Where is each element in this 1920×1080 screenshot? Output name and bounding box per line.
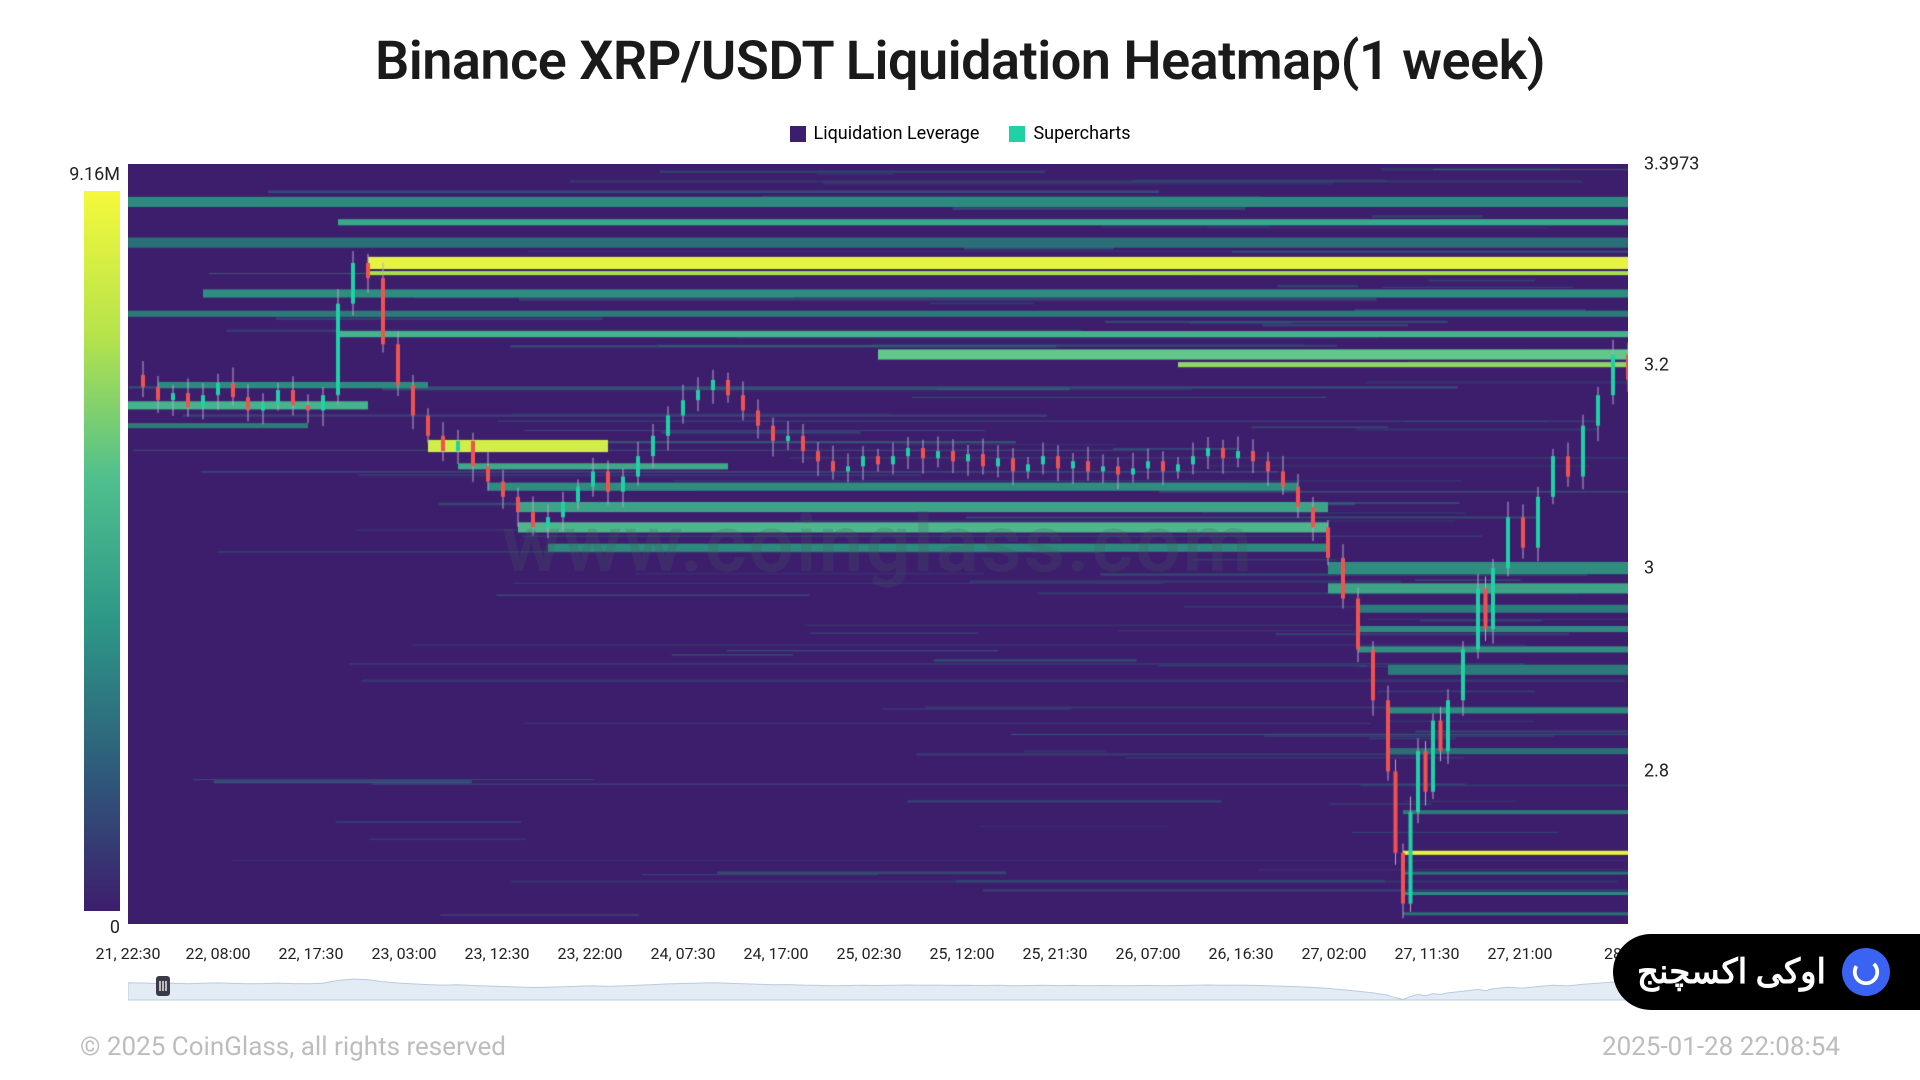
x-tick-label: 23, 03:00 xyxy=(372,944,437,963)
legend-swatch xyxy=(1009,126,1025,142)
range-scrubber[interactable] xyxy=(128,972,1628,1002)
x-tick-label: 25, 12:00 xyxy=(930,944,995,963)
y-tick-label: 3 xyxy=(1644,558,1654,579)
legend-item[interactable]: Liquidation Leverage xyxy=(790,123,980,144)
brand-pill[interactable]: اوکی اکسچنج xyxy=(1613,934,1920,1010)
y-tick-label: 3.2 xyxy=(1644,354,1669,375)
x-tick-label: 27, 21:00 xyxy=(1488,944,1553,963)
legend-item[interactable]: Supercharts xyxy=(1009,123,1130,144)
heatmap-plot[interactable]: www.coinglass.com xyxy=(128,164,1628,924)
x-tick-label: 22, 08:00 xyxy=(186,944,251,963)
x-tick-label: 26, 16:30 xyxy=(1209,944,1274,963)
brand-pill-text: اوکی اکسچنج xyxy=(1637,952,1826,992)
x-tick-label: 23, 12:30 xyxy=(465,944,530,963)
chart-legend: Liquidation Leverage Supercharts xyxy=(60,123,1860,144)
footer-copyright: © 2025 CoinGlass, all rights reserved xyxy=(80,1032,506,1062)
y-axis: 3.39733.232.8 xyxy=(1636,164,1716,924)
legend-swatch xyxy=(790,126,806,142)
y-tick-label: 2.8 xyxy=(1644,761,1669,782)
chart-title: Binance XRP/USDT Liquidation Heatmap(1 w… xyxy=(60,30,1860,93)
x-axis: 21, 22:3022, 08:0022, 17:3023, 03:0023, … xyxy=(128,938,1628,968)
x-tick-label: 25, 21:30 xyxy=(1023,944,1088,963)
x-tick-label: 26, 07:00 xyxy=(1116,944,1181,963)
brand-logo-icon xyxy=(1842,948,1890,996)
x-tick-label: 24, 07:30 xyxy=(651,944,716,963)
y-tick-label: 3.3973 xyxy=(1644,154,1699,175)
legend-label: Supercharts xyxy=(1033,123,1130,144)
x-tick-label: 24, 17:00 xyxy=(744,944,809,963)
footer-timestamp: 2025-01-28 22:08:54 xyxy=(1602,1032,1840,1062)
x-tick-label: 22, 17:30 xyxy=(279,944,344,963)
x-tick-label: 27, 02:00 xyxy=(1302,944,1367,963)
x-tick-label: 21, 22:30 xyxy=(96,944,161,963)
colorbar xyxy=(84,191,120,911)
x-tick-label: 25, 02:30 xyxy=(837,944,902,963)
x-tick-label: 27, 11:30 xyxy=(1395,944,1460,963)
x-tick-label: 23, 22:00 xyxy=(558,944,623,963)
colorbar-min-label: 0 xyxy=(110,917,120,938)
scrub-handle-left[interactable] xyxy=(156,976,170,996)
colorbar-max-label: 9.16M xyxy=(69,164,120,185)
legend-label: Liquidation Leverage xyxy=(814,123,980,144)
